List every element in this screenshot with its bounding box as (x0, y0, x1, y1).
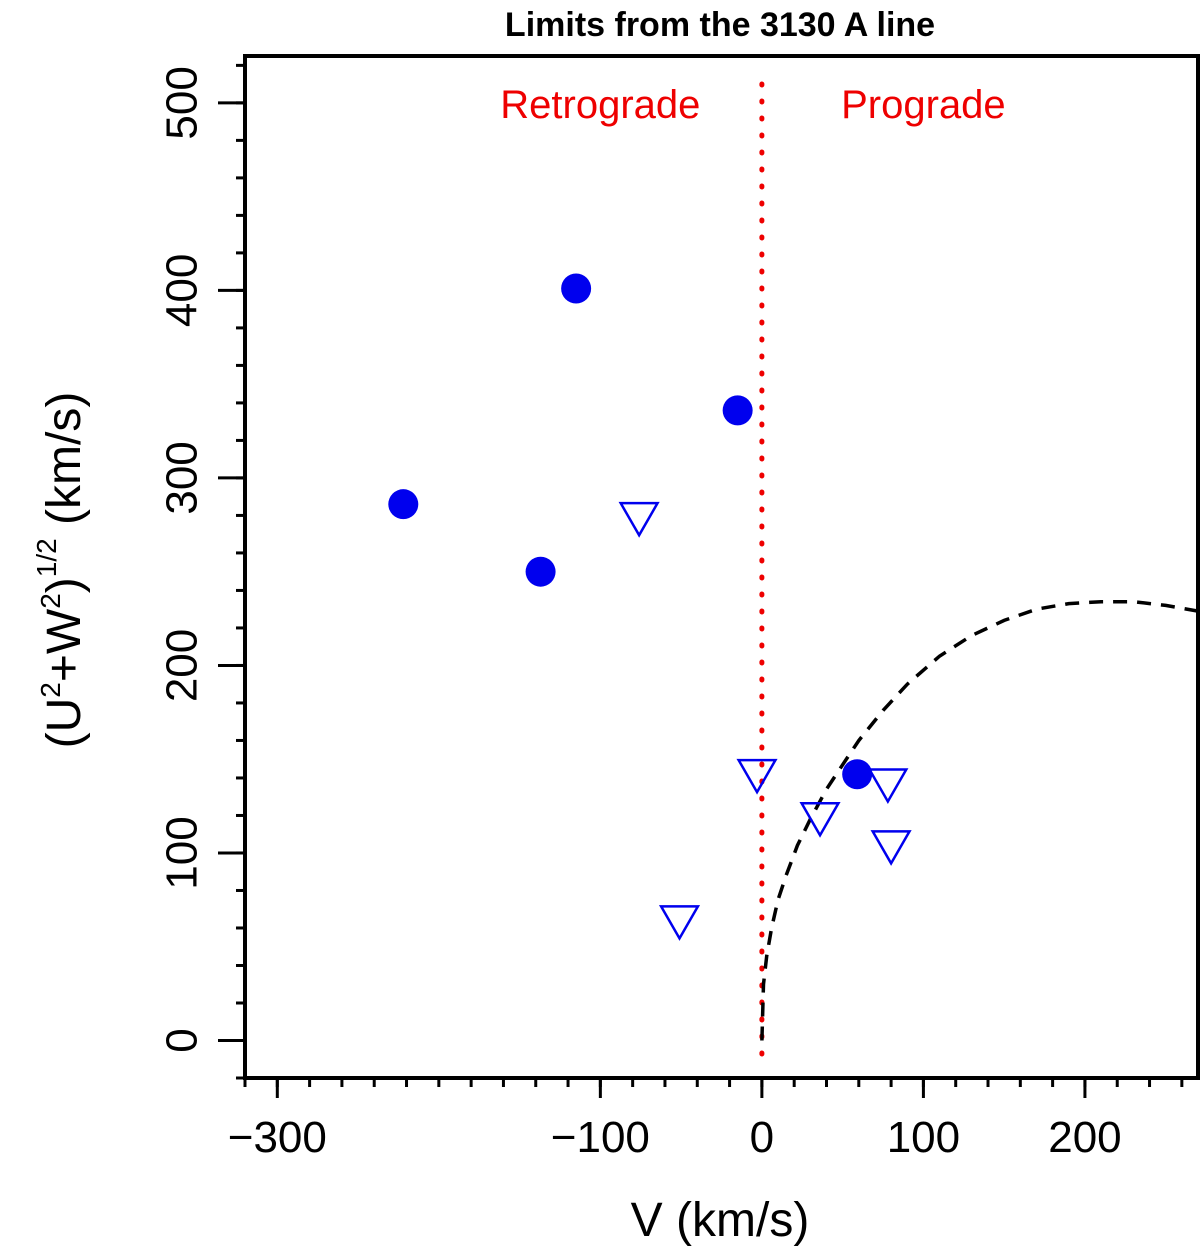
axis-tick-labels: −300 −100 0 100 200 0 100 200 300 400 500 (158, 66, 1122, 1162)
plot-area: Retrograde Prograde (388, 81, 1199, 1057)
y-tick-label: 500 (158, 66, 207, 139)
retrograde-label: Retrograde (500, 83, 700, 127)
chart-title: Limits from the 3130 A line (505, 6, 935, 44)
upper-limit-point (658, 905, 701, 941)
upper-limit-point (870, 830, 912, 866)
boundary-curve (760, 599, 1199, 1041)
y-label-units: (km/s) (38, 392, 91, 539)
y-label-sup3: 1/2 (31, 538, 62, 577)
x-tick-label: 100 (887, 1113, 960, 1162)
prograde-label: Prograde (841, 83, 1006, 127)
y-label-plus: +W (38, 608, 91, 682)
detection-point (842, 759, 873, 790)
y-tick-label: 400 (158, 254, 207, 327)
y-label-sup1: 2 (35, 682, 66, 698)
x-tick-label: −300 (228, 1113, 327, 1162)
y-tick-label: 0 (158, 1028, 207, 1052)
upper-limit-point (799, 801, 841, 838)
detection-point (722, 395, 753, 426)
detection-point (561, 273, 592, 304)
y-label-sup2: 2 (35, 593, 66, 609)
y-label-open: (U (38, 698, 91, 749)
y-axis-label: (U2+W2)1/2 (km/s) (31, 392, 91, 749)
y-label-close: ) (38, 577, 91, 593)
x-tick-label: 200 (1048, 1113, 1121, 1162)
upper-limit-point (867, 768, 909, 804)
axis-ticks (218, 63, 1184, 1098)
y-tick-label: 200 (158, 629, 207, 702)
upper-limit-point (618, 501, 660, 538)
x-tick-label: 0 (750, 1113, 774, 1162)
detection-point (525, 556, 556, 587)
detection-point (388, 489, 419, 520)
x-tick-label: −100 (551, 1113, 650, 1162)
plot-frame (243, 54, 1200, 1080)
upper-limit-point (736, 758, 778, 795)
y-tick-label: 100 (158, 816, 207, 889)
y-tick-label: 300 (158, 441, 207, 514)
x-axis-label: V (km/s) (631, 1194, 810, 1247)
